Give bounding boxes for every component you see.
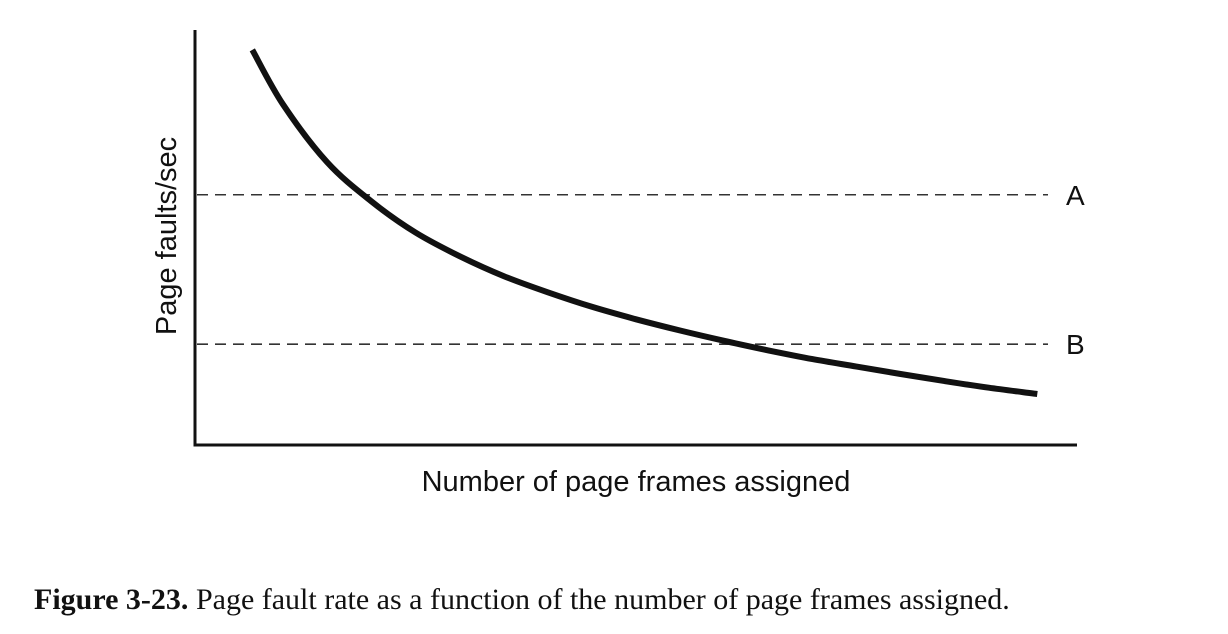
caption-label: Figure 3-23. bbox=[34, 583, 189, 616]
caption-text: Page fault rate as a function of the num… bbox=[195, 583, 1010, 616]
y-axis-label: Page faults/sec bbox=[151, 137, 183, 335]
reference-lines: AB bbox=[197, 180, 1085, 360]
curve-layer bbox=[249, 48, 1038, 397]
reference-label-a: A bbox=[1066, 180, 1085, 211]
page-fault-chart: AB Number of page frames assigned Page f… bbox=[151, 30, 1085, 498]
reference-label-b: B bbox=[1066, 329, 1085, 360]
x-axis-label: Number of page frames assigned bbox=[422, 466, 851, 498]
page-fault-curve-0 bbox=[249, 48, 1038, 397]
figure-caption: Figure 3-23. Page fault rate as a functi… bbox=[34, 580, 1224, 620]
